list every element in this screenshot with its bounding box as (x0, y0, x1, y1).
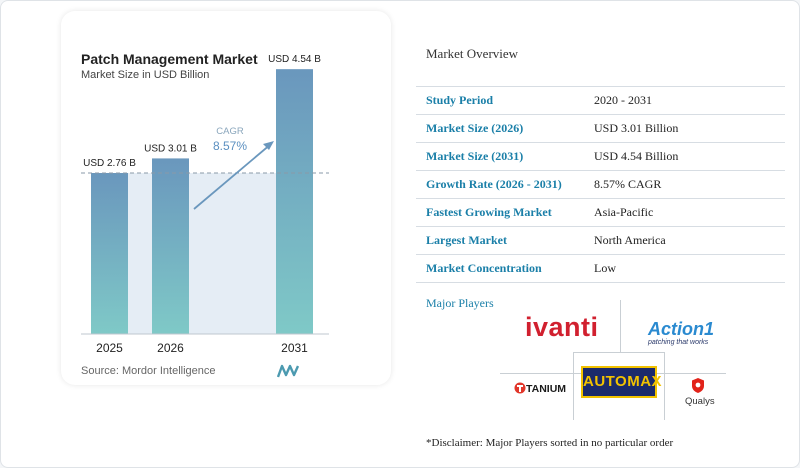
value-label: USD 4.54 B (268, 54, 321, 65)
cagr-value: 8.57% (213, 139, 247, 153)
overview-key: Study Period (416, 86, 584, 115)
overview-key: Largest Market (416, 226, 584, 255)
cagr-arrow-line (193, 143, 272, 210)
disclaimer: *Disclaimer: Major Players sorted in no … (426, 437, 674, 449)
bar-2031 (276, 69, 313, 334)
logo-divider (573, 352, 665, 353)
tanium-mark-icon (514, 382, 526, 394)
overview-key: Market Concentration (416, 254, 584, 283)
overview-value: USD 4.54 Billion (584, 142, 785, 171)
overview-title: Market Overview (426, 46, 519, 61)
chart-subtitle: Market Size in USD Billion (81, 69, 210, 81)
category-label: 2025 (96, 341, 123, 355)
overview-key: Fastest Growing Market (416, 198, 584, 227)
overview-key: Market Size (2031) (416, 142, 584, 171)
overview-table: Study Period 2020 - 2031 Market Size (2026… (416, 86, 785, 283)
bar-chart: USD 2.76 B 2025 USD 3.01 B 2026 USD 4.54 B 20… (81, 54, 329, 355)
bar-2025 (91, 173, 128, 334)
overview-value: 8.57% CAGR (584, 170, 785, 199)
value-label: USD 3.01 B (144, 143, 197, 154)
overview-row: Market Concentration Low (416, 254, 785, 283)
cagr-arrowhead-icon (263, 141, 274, 150)
category-label: 2026 (157, 341, 184, 355)
overview-row: Market Size (2031) USD 4.54 Billion (416, 142, 785, 171)
overview-value: Asia-Pacific (584, 198, 785, 227)
overview-value: USD 3.01 Billion (584, 114, 785, 143)
overview-row: Fastest Growing Market Asia-Pacific (416, 198, 785, 227)
action1-logo: Action1 (648, 319, 715, 339)
reference-area (128, 173, 276, 334)
chart-card: Patch Management Market Market Size in U… (61, 11, 391, 385)
overview-value: North America (584, 226, 785, 255)
source-text: Source: Mordor Intelligence (81, 365, 216, 377)
overview-key: Growth Rate (2026 - 2031) (416, 170, 584, 199)
ivanti-logo: ivanti (525, 312, 599, 342)
logo-divider (664, 352, 665, 420)
tanium-logo: TANIUM (526, 383, 567, 395)
cagr-label: CAGR (216, 126, 244, 137)
chart-title: Patch Management Market (81, 51, 258, 67)
category-label: 2031 (281, 341, 308, 355)
overview-key: Market Size (2026) (416, 114, 584, 143)
overview-row: Growth Rate (2026 - 2031) 8.57% CAGR (416, 170, 785, 199)
overview-row: Market Size (2026) USD 3.01 Billion (416, 114, 785, 143)
players-title: Major Players (426, 296, 494, 310)
logo-divider (573, 352, 574, 420)
automox-logo: AUTOMAX (581, 366, 662, 398)
overview-row: Study Period 2020 - 2031 (416, 86, 785, 115)
mordor-logo-icon (277, 364, 299, 378)
action1-tagline: patching that works (648, 339, 709, 346)
overview-row: Largest Market North America (416, 226, 785, 255)
overview-value: Low (584, 254, 785, 283)
overview-value: 2020 - 2031 (584, 86, 785, 115)
value-label: USD 2.76 B (83, 158, 136, 169)
qualys-logo: Qualys (685, 396, 715, 407)
qualys-shield-icon (692, 378, 704, 393)
logo-divider (620, 300, 621, 352)
bar-2026 (152, 158, 189, 334)
